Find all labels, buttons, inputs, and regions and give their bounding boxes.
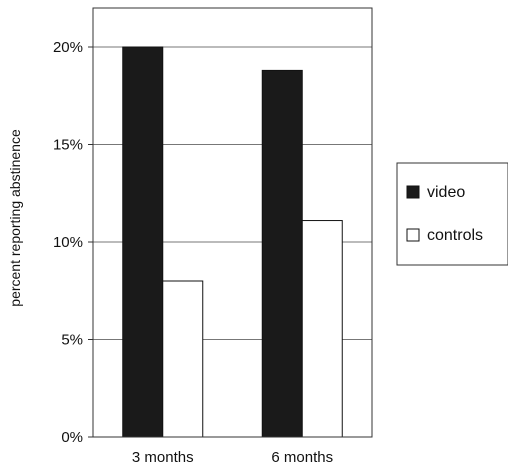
bar-controls-1 (301, 220, 343, 438)
y-tick-label: 15% (53, 137, 83, 154)
plot-frame (92, 7, 373, 438)
legend-box (396, 162, 508, 266)
legend-swatch-controls (406, 228, 420, 242)
y-axis-label: percent reporting abstinence (7, 129, 23, 307)
y-tick-label: 0% (61, 429, 83, 446)
bar-controls-0 (162, 280, 204, 438)
legend-label-controls: controls (427, 227, 483, 244)
legend-swatch-video (406, 185, 420, 199)
y-tick-label: 5% (61, 332, 83, 349)
x-tick-label: 3 months (132, 449, 194, 466)
y-tick-label: 10% (53, 234, 83, 251)
axes (88, 7, 373, 438)
x-tick-label: 6 months (271, 449, 333, 466)
legend: video controls (396, 162, 508, 266)
bars (122, 46, 343, 438)
tick-labels: 0% 5% 10% 15% 20% 3 months 6 months (53, 39, 333, 466)
y-tick-label: 20% (53, 39, 83, 56)
bar-video-1 (261, 69, 303, 438)
bar-video-0 (122, 46, 164, 438)
legend-label-video: video (427, 184, 465, 201)
